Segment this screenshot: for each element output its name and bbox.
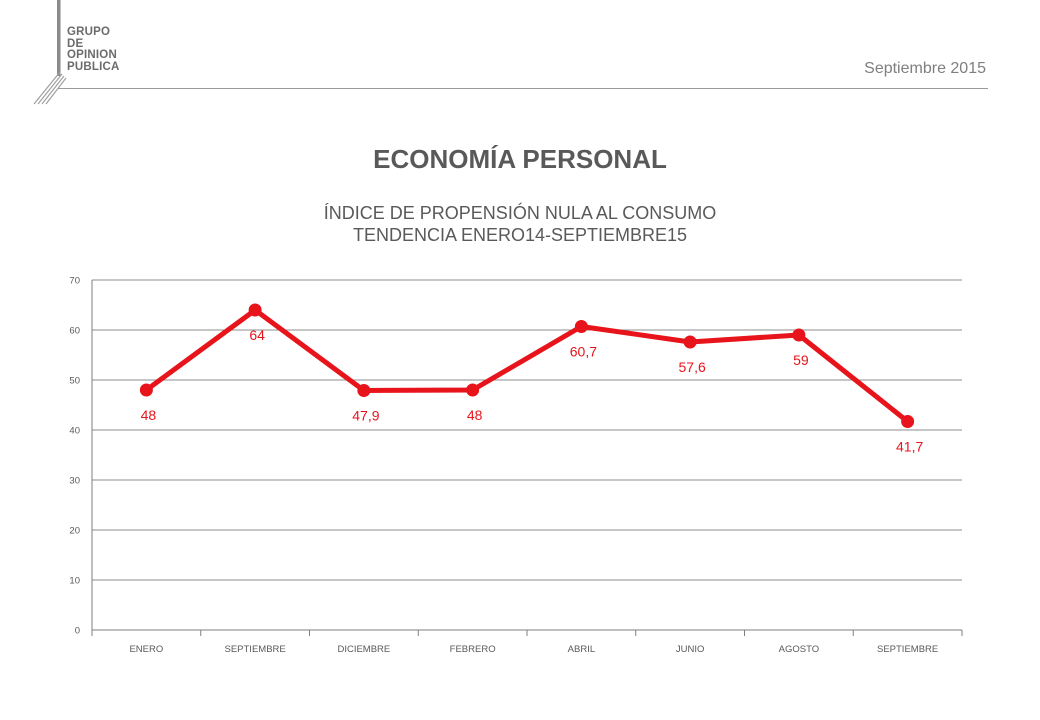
- data-label: 47,9: [352, 408, 379, 424]
- data-point: [683, 335, 697, 349]
- data-point: [792, 328, 806, 342]
- y-tick-label: 10: [69, 576, 80, 587]
- data-label: 64: [249, 327, 265, 343]
- x-tick-label: JUNIO: [676, 644, 705, 655]
- data-label: 59: [793, 352, 809, 368]
- x-tick-label: SEPTIEMBRE: [877, 644, 938, 655]
- logo-line: PUBLICA: [67, 60, 120, 73]
- chart-subtitle-range: TENDENCIA ENERO14-SEPTIEMBRE15: [352, 225, 688, 245]
- y-tick-label: 60: [69, 326, 80, 337]
- data-label: 41,7: [896, 439, 923, 455]
- data-point: [139, 383, 153, 397]
- data-point: [574, 320, 588, 333]
- data-point: [901, 415, 915, 428]
- logo-line: GRUPO: [67, 26, 111, 38]
- x-tick-label: DICIEMBRE: [337, 644, 390, 655]
- line-chart: 0 10 20 30 40 50 60 70 ENERO SEPTIEMBRE DICIEMBRE F…: [69, 276, 963, 655]
- data-label: 48: [467, 407, 483, 423]
- logo-mark-icon: [33, 0, 67, 105]
- y-tick-label: 30: [69, 476, 80, 487]
- y-tick-label: 40: [69, 426, 80, 437]
- y-tick-label: 20: [69, 526, 80, 537]
- x-tick-label: AGOSTO: [779, 644, 819, 655]
- x-tick-label: ENERO: [129, 644, 163, 655]
- page-title: ECONOMÍA PERSONAL: [373, 144, 667, 174]
- data-point: [466, 383, 480, 397]
- data-label: 60,7: [570, 344, 597, 360]
- logo: GRUPO DE OPINION PUBLICA: [30, 0, 160, 110]
- y-tick-label: 50: [69, 376, 80, 387]
- header-divider: [58, 88, 988, 89]
- data-label: 57,6: [679, 359, 706, 375]
- x-tick-label: ABRIL: [568, 644, 595, 655]
- logo-line: DE: [67, 37, 84, 50]
- data-point: [357, 384, 371, 397]
- x-tick-label: SEPTIEMBRE: [225, 644, 286, 655]
- series-line: [144, 307, 910, 424]
- logo-line: OPINION: [67, 49, 117, 61]
- logo-text: GRUPO DE OPINION PUBLICA: [67, 26, 120, 73]
- report-date: Septiembre 2015: [864, 60, 986, 77]
- y-tick-label: 0: [75, 626, 80, 637]
- data-label: 48: [141, 407, 157, 423]
- chart-subtitle: ÍNDICE DE PROPENSIÓN NULA AL CONSUMO: [323, 203, 717, 223]
- data-point: [248, 303, 262, 317]
- x-tick-label: FEBRERO: [450, 644, 496, 655]
- y-tick-label: 70: [69, 276, 80, 287]
